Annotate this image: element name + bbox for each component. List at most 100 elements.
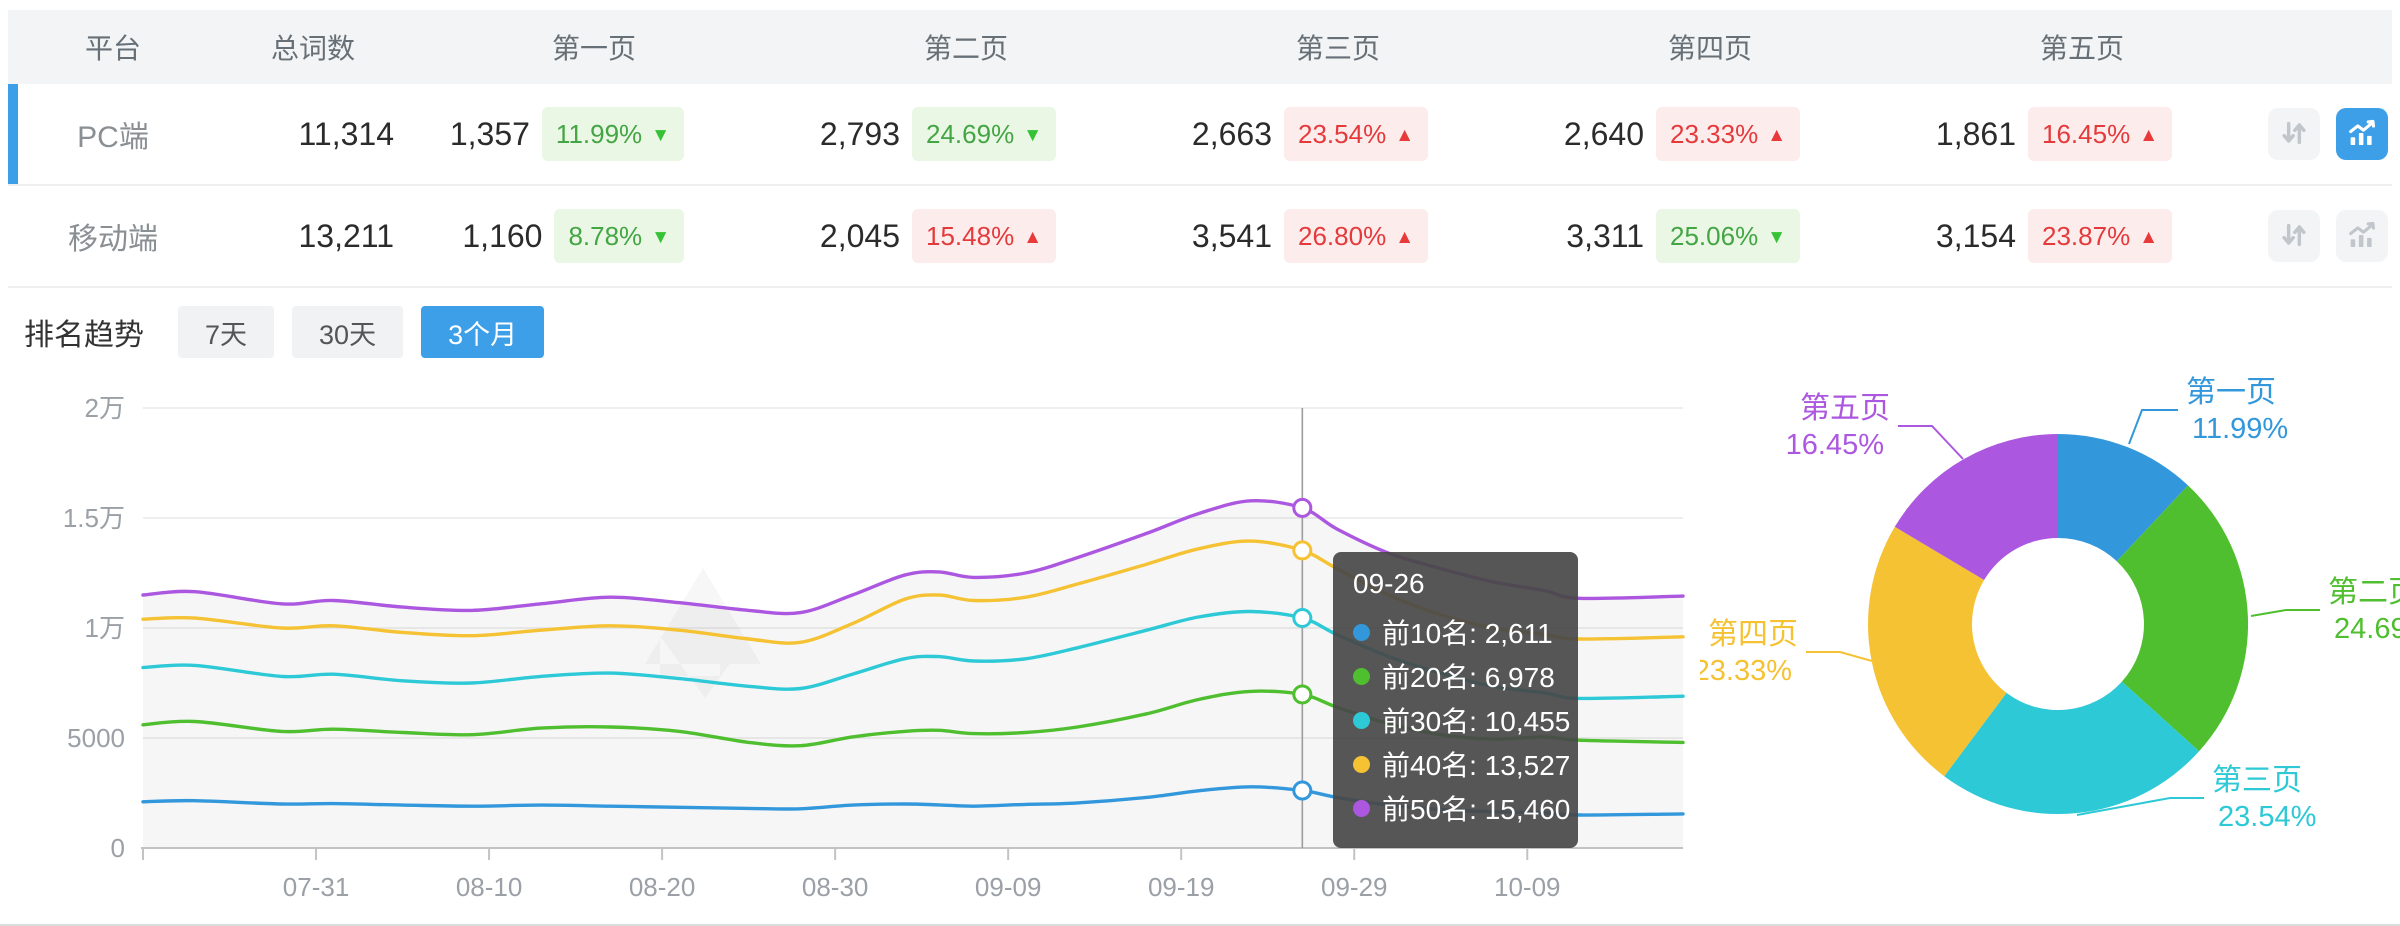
tab-range-1[interactable]: 30天 bbox=[292, 306, 404, 358]
donut-slice-1 bbox=[2116, 485, 2249, 752]
sort-button[interactable] bbox=[2268, 210, 2320, 262]
tab-range-0[interactable]: 7天 bbox=[178, 306, 275, 358]
page1-change-badge: 11.99% ▼ bbox=[541, 107, 684, 161]
trend-range-tabs: 7天 30天 3个月 bbox=[178, 306, 545, 358]
x-axis-label: 09-19 bbox=[1148, 872, 1215, 902]
trend-chart-toggle-button[interactable] bbox=[2336, 108, 2388, 160]
hover-marker-series-4 bbox=[1292, 497, 1313, 518]
trend-up-icon: ▲ bbox=[2139, 226, 2158, 248]
trend-up-icon: ▲ bbox=[1023, 226, 1042, 248]
donut-label-line-4 bbox=[1898, 425, 1964, 460]
tooltip-series-value: 前10名: 2,611 bbox=[1382, 618, 1553, 649]
sort-arrows-icon bbox=[2278, 117, 2310, 152]
trend-up-icon: ▲ bbox=[1395, 226, 1414, 248]
page3-cell: 2,663 23.54% ▲ bbox=[1152, 107, 1524, 161]
donut-label-4: 第五页 bbox=[1800, 392, 1890, 425]
hover-marker-series-1 bbox=[1292, 684, 1313, 705]
trend-down-icon: ▼ bbox=[651, 226, 670, 248]
hover-marker-series-3 bbox=[1292, 540, 1313, 561]
table-body: PC端 11,314 1,357 11.99% ▼ 2,793 24.69% ▼ 2,663 23… bbox=[8, 84, 2392, 288]
y-axis-label: 1.5万 bbox=[63, 503, 125, 533]
x-axis-label: 08-20 bbox=[629, 872, 696, 902]
total-words-value: 13,211 bbox=[298, 217, 395, 254]
page5-change-badge: 16.45% ▲ bbox=[2028, 107, 2172, 161]
x-axis-label: 07-31 bbox=[283, 872, 350, 902]
sort-arrows-icon bbox=[2278, 219, 2310, 254]
page4-count: 3,311 bbox=[1566, 217, 1644, 254]
sort-button[interactable] bbox=[2268, 108, 2320, 160]
donut-pct-2: 23.54% bbox=[2218, 801, 2316, 833]
trend-section-title: 排名趋势 bbox=[24, 319, 144, 352]
series-color-dot bbox=[1353, 755, 1370, 773]
row-actions bbox=[2268, 108, 2400, 160]
header-page3: 第三页 bbox=[1295, 33, 1380, 64]
trend-chart-toggle-button[interactable] bbox=[2336, 210, 2388, 262]
series-color-dot bbox=[1353, 667, 1370, 685]
donut-label-line-3 bbox=[1806, 651, 1873, 662]
page1-count: 1,160 bbox=[462, 217, 543, 254]
page3-change-badge: 26.80% ▲ bbox=[1284, 209, 1428, 263]
page5-change-badge: 23.87% ▲ bbox=[2028, 209, 2172, 263]
x-axis-label: 10-09 bbox=[1494, 872, 1561, 902]
donut-label-2: 第三页 bbox=[2212, 764, 2302, 797]
bar-chart-icon bbox=[2345, 218, 2379, 255]
page1-cell: 1,160 8.78% ▼ bbox=[408, 209, 780, 263]
hover-marker-series-2 bbox=[1292, 607, 1313, 628]
page1-change-badge: 8.78% ▼ bbox=[554, 209, 684, 263]
x-axis-label: 08-30 bbox=[802, 872, 869, 902]
tooltip-series-value: 前50名: 15,460 bbox=[1382, 794, 1571, 825]
header-page5: 第五页 bbox=[2039, 33, 2124, 64]
page3-count: 3,541 bbox=[1191, 217, 1272, 254]
platform-label: 移动端 bbox=[68, 223, 158, 256]
trend-down-icon: ▼ bbox=[1023, 124, 1042, 146]
platform-label: PC端 bbox=[77, 121, 149, 154]
donut-pct-0: 11.99% bbox=[2192, 413, 2288, 445]
page1-count: 1,357 bbox=[449, 115, 530, 152]
bar-chart-icon bbox=[2345, 116, 2379, 153]
tooltip-series-value: 前20名: 6,978 bbox=[1382, 662, 1555, 693]
page2-change-badge: 24.69% ▼ bbox=[912, 107, 1056, 161]
page5-count: 3,154 bbox=[1935, 217, 2016, 254]
tooltip-date: 09-26 bbox=[1353, 568, 1425, 599]
page3-cell: 3,541 26.80% ▲ bbox=[1152, 209, 1524, 263]
donut-label-3: 第四页 bbox=[1708, 618, 1798, 651]
tooltip-row-0: 前10名: 2,611 bbox=[1353, 610, 1558, 654]
donut-label-line-0 bbox=[2128, 409, 2178, 445]
chart-tooltip: 09-26 前10名: 2,611 前20名: 6,978 前30名: 10,455… bbox=[1333, 552, 1578, 848]
trend-up-icon: ▲ bbox=[2139, 124, 2158, 146]
header-total-words: 总词数 bbox=[270, 33, 355, 64]
donut-label-line-2 bbox=[2076, 797, 2204, 816]
header-page1: 第一页 bbox=[551, 33, 636, 64]
page4-change-badge: 23.33% ▲ bbox=[1656, 107, 1800, 161]
donut-pct-3: 23.33% bbox=[1700, 655, 1792, 687]
donut-slice-4 bbox=[1894, 434, 2058, 580]
selected-row-indicator bbox=[8, 84, 18, 184]
page2-count: 2,793 bbox=[819, 115, 900, 152]
x-axis-label: 08-10 bbox=[456, 872, 523, 902]
donut-label-line-1 bbox=[2250, 609, 2320, 617]
series-color-dot bbox=[1353, 799, 1370, 817]
tooltip-row-4: 前50名: 15,460 bbox=[1353, 786, 1570, 830]
page4-count: 2,640 bbox=[1563, 115, 1644, 152]
donut-slice-2 bbox=[1944, 681, 2200, 815]
tab-range-2[interactable]: 3个月 bbox=[421, 306, 545, 358]
trend-down-icon: ▼ bbox=[651, 124, 670, 146]
table-row-pc[interactable]: PC端 11,314 1,357 11.99% ▼ 2,793 24.69% ▼ 2,663 23… bbox=[8, 84, 2392, 186]
table-row-mobile[interactable]: 移动端 13,211 1,160 8.78% ▼ 2,045 15.48% ▲ 3,541 26.… bbox=[8, 186, 2392, 288]
tooltip-row-3: 前40名: 13,527 bbox=[1353, 742, 1570, 786]
donut-pct-1: 24.69% bbox=[2334, 613, 2400, 645]
table-header-row: 平台 总词数 第一页 第二页 第三页 第四页 第五页 bbox=[8, 10, 2392, 84]
y-axis-label: 5000 bbox=[67, 723, 125, 753]
tooltip-row-2: 前30名: 10,455 bbox=[1353, 698, 1570, 742]
trend-down-icon: ▼ bbox=[1767, 226, 1786, 248]
y-axis-label: 0 bbox=[111, 833, 125, 863]
tooltip-row-1: 前20名: 6,978 bbox=[1353, 654, 1558, 698]
donut-pct-4: 16.45% bbox=[1786, 429, 1884, 461]
tooltip-series-value: 前40名: 13,527 bbox=[1382, 750, 1571, 781]
donut-slice-0 bbox=[2058, 434, 2188, 562]
tooltip-series-value: 前30名: 10,455 bbox=[1382, 706, 1571, 737]
y-axis-label: 1万 bbox=[85, 613, 125, 643]
area-fill bbox=[143, 500, 1683, 848]
x-axis-label: 09-09 bbox=[975, 872, 1042, 902]
donut-slice-3 bbox=[1868, 526, 2007, 777]
